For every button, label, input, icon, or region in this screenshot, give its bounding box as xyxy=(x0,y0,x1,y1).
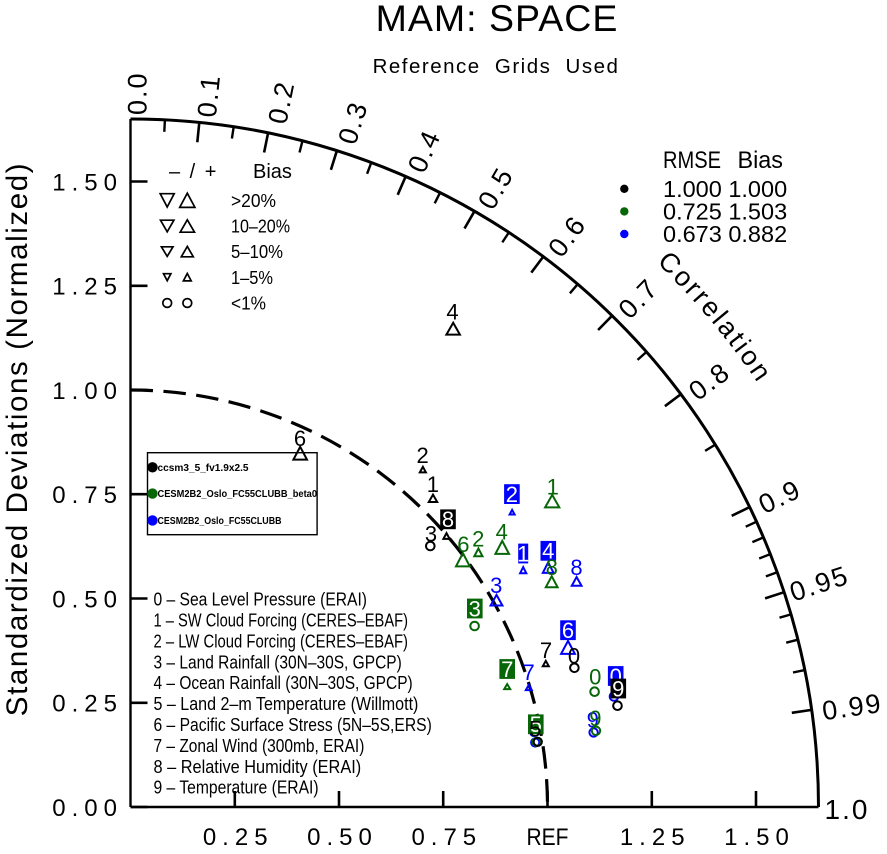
svg-text:1.50: 1.50 xyxy=(52,169,123,196)
svg-text:1 – SW Cloud Forcing (CERES–EB: 1 – SW Cloud Forcing (CERES–EBAF) xyxy=(154,610,409,631)
svg-text:0.8: 0.8 xyxy=(683,356,736,406)
svg-text:8: 8 xyxy=(546,555,558,580)
svg-text:5–10%: 5–10% xyxy=(231,242,283,262)
svg-text:5: 5 xyxy=(529,716,541,741)
svg-text:5 – Land 2–m Temperature (Will: 5 – Land 2–m Temperature (Willmott) xyxy=(154,693,419,714)
svg-text:MAM: SPACE: MAM: SPACE xyxy=(376,0,619,39)
svg-text:0.75: 0.75 xyxy=(411,824,482,851)
svg-text:7: 7 xyxy=(501,657,513,682)
svg-text:3: 3 xyxy=(425,521,437,546)
svg-text:0: 0 xyxy=(568,644,580,669)
svg-text:9: 9 xyxy=(589,706,601,731)
svg-text:10–20%: 10–20% xyxy=(231,217,290,237)
svg-text:1: 1 xyxy=(547,474,559,499)
svg-text:4: 4 xyxy=(446,299,458,324)
svg-text:0.9: 0.9 xyxy=(754,474,806,520)
svg-text:9: 9 xyxy=(612,676,624,701)
svg-text:1.25: 1.25 xyxy=(52,274,123,301)
svg-text:9 – Temperature (ERAI): 9 – Temperature (ERAI) xyxy=(154,777,319,798)
svg-text:3 – Land Rainfall (30N–30S, GP: 3 – Land Rainfall (30N–30S, GPCP) xyxy=(154,651,402,672)
svg-text:– / +: – / + xyxy=(169,161,218,183)
svg-text:0.6: 0.6 xyxy=(542,210,592,263)
svg-text:8: 8 xyxy=(442,507,454,532)
svg-text:REF: REF xyxy=(527,824,569,851)
svg-text:0.25: 0.25 xyxy=(203,824,274,851)
svg-text:RMSE: RMSE xyxy=(663,147,721,174)
svg-text:0.725 1.503: 0.725 1.503 xyxy=(663,198,787,224)
svg-text:7 – Zonal Wind (300mb, ERAI): 7 – Zonal Wind (300mb, ERAI) xyxy=(154,735,365,756)
svg-text:0 – Sea Level Pressure (ERAI): 0 – Sea Level Pressure (ERAI) xyxy=(154,589,368,610)
svg-text:0.0: 0.0 xyxy=(123,71,153,115)
svg-text:0.1: 0.1 xyxy=(192,72,226,118)
svg-text:1.00: 1.00 xyxy=(52,378,123,405)
svg-text:CESM2B2_Oslo_FC55CLUBB_beta0: CESM2B2_Oslo_FC55CLUBB_beta0 xyxy=(158,488,318,500)
svg-text:0.00: 0.00 xyxy=(52,795,123,822)
svg-text:2: 2 xyxy=(506,482,518,507)
svg-text:0.673 0.882: 0.673 0.882 xyxy=(663,221,787,247)
svg-text:0.7: 0.7 xyxy=(613,273,665,325)
svg-text:2 – LW Cloud Forcing (CERES–EB: 2 – LW Cloud Forcing (CERES–EBAF) xyxy=(154,630,409,651)
svg-text:1.000 1.000: 1.000 1.000 xyxy=(663,176,787,202)
svg-text:4 – Ocean Rainfall (30N–30S, G: 4 – Ocean Rainfall (30N–30S, GPCP) xyxy=(154,672,413,693)
svg-text:<1%: <1% xyxy=(231,294,266,314)
svg-text:ccsm3_5_fv1.9x2.5: ccsm3_5_fv1.9x2.5 xyxy=(158,462,249,474)
svg-text:1.50: 1.50 xyxy=(724,824,795,851)
svg-text:Reference Grids Used: Reference Grids Used xyxy=(373,55,620,78)
svg-text:3: 3 xyxy=(490,573,502,598)
svg-text:2: 2 xyxy=(472,527,484,552)
svg-text:1.25: 1.25 xyxy=(620,824,691,851)
svg-text:0.50: 0.50 xyxy=(52,586,123,613)
svg-text:6: 6 xyxy=(562,618,574,643)
svg-text:6 – Pacific Surface Stress (5N: 6 – Pacific Surface Stress (5N–5S,ERS) xyxy=(154,714,432,735)
svg-text:Standardized Deviations (Norma: Standardized Deviations (Normalized) xyxy=(1,162,34,716)
svg-text:8 – Relative Humidity (ERAI): 8 – Relative Humidity (ERAI) xyxy=(154,756,362,777)
svg-text:1–5%: 1–5% xyxy=(231,268,273,288)
svg-text:0.99: 0.99 xyxy=(820,688,884,726)
svg-text:1: 1 xyxy=(427,472,439,497)
svg-text:2: 2 xyxy=(416,443,428,468)
svg-text:4: 4 xyxy=(496,520,508,545)
svg-text:3: 3 xyxy=(469,596,481,621)
svg-text:0.5: 0.5 xyxy=(472,162,520,215)
svg-text:0.3: 0.3 xyxy=(332,97,374,148)
svg-text:4: 4 xyxy=(542,539,554,564)
svg-text:Bias: Bias xyxy=(253,161,292,183)
svg-text:7: 7 xyxy=(522,660,534,685)
svg-text:1.0: 1.0 xyxy=(825,794,870,825)
svg-text:0.50: 0.50 xyxy=(307,824,378,851)
svg-text:6: 6 xyxy=(294,426,306,451)
svg-text:0.75: 0.75 xyxy=(52,482,123,509)
svg-text:>20%: >20% xyxy=(231,191,276,211)
svg-text:0.95: 0.95 xyxy=(786,560,853,607)
svg-text:0.2: 0.2 xyxy=(262,78,300,127)
svg-text:5: 5 xyxy=(530,712,542,737)
svg-text:7: 7 xyxy=(540,638,552,663)
svg-text:6: 6 xyxy=(457,532,469,557)
svg-text:Bias: Bias xyxy=(738,147,784,174)
svg-text:0: 0 xyxy=(589,664,601,689)
svg-text:0.25: 0.25 xyxy=(52,691,123,718)
svg-text:CESM2B2_Oslo_FC55CLUBB: CESM2B2_Oslo_FC55CLUBB xyxy=(158,515,282,527)
svg-text:1: 1 xyxy=(517,541,529,566)
svg-text:0.4: 0.4 xyxy=(402,125,447,177)
svg-text:8: 8 xyxy=(570,555,582,580)
